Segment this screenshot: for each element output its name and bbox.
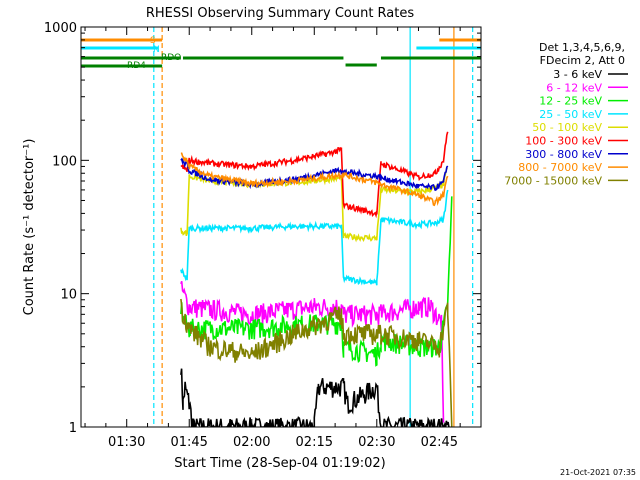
flag-label-saa: S (150, 36, 156, 46)
legend-label-5: 100 - 300 keV (525, 135, 602, 148)
x-tick-label-5: 02:45 (421, 435, 458, 450)
y-tick-label-1: 10 (60, 288, 77, 303)
series-line-1 (180, 280, 445, 423)
legend-header-line-2: FDecim 2, Att 0 (540, 54, 625, 67)
legend-label-2: 12 - 25 keV (539, 95, 602, 108)
flag-label-rd4: RD4 (127, 61, 146, 71)
plot-frame (80, 26, 482, 428)
legend-header-line-1: Det 1,3,4,5,6,9, (539, 41, 625, 54)
legend-label-4: 50 - 100 keV (532, 121, 602, 134)
x-tick-label-4: 02:30 (358, 435, 395, 450)
series-line-5 (180, 131, 449, 219)
axes: 1 10 100 1000 01:30 01:45 02:00 02:15 02:30 02:45 (44, 21, 482, 450)
legend-label-7: 800 - 7000 keV (518, 161, 602, 174)
legend-label-6: 300 - 800 keV (525, 148, 602, 161)
x-axis-label: Start Time (28-Sep-04 01:19:02) (174, 456, 385, 471)
series-line-7 (180, 152, 449, 207)
x-tick-label-2: 02:00 (233, 435, 270, 450)
chart-title: RHESSI Observing Summary Count Rates (146, 6, 415, 21)
y-tick-label-0: 1 (69, 421, 77, 436)
x-tick-label-1: 01:45 (170, 435, 207, 450)
legend-label-8: 7000 - 15000 keV (504, 174, 602, 187)
series-line-0 (180, 368, 450, 427)
series-line-8 (180, 298, 453, 427)
flag-label-rdo: RDO (161, 53, 181, 63)
legend: Det 1,3,4,5,6,9, FDecim 2, Att 0 3 - 6 k… (504, 41, 628, 187)
plot-content (81, 27, 481, 427)
footer-date: 21-Oct-2021 07:35 (560, 468, 636, 477)
legend-label-3: 25 - 50 keV (539, 108, 602, 121)
x-tick-label-0: 01:30 (108, 435, 145, 450)
legend-label-0: 3 - 6 keV (553, 68, 602, 81)
y-axis-label: Count Rate (s⁻¹ detector⁻¹) (22, 139, 37, 316)
x-tick-label-3: 02:15 (296, 435, 333, 450)
flag-label-night: N (153, 45, 160, 55)
series-line-3 (180, 189, 449, 286)
y-tick-label-2: 100 (52, 154, 77, 169)
y-tick-label-3: 1000 (44, 21, 77, 36)
legend-label-1: 6 - 12 keV (546, 81, 602, 94)
